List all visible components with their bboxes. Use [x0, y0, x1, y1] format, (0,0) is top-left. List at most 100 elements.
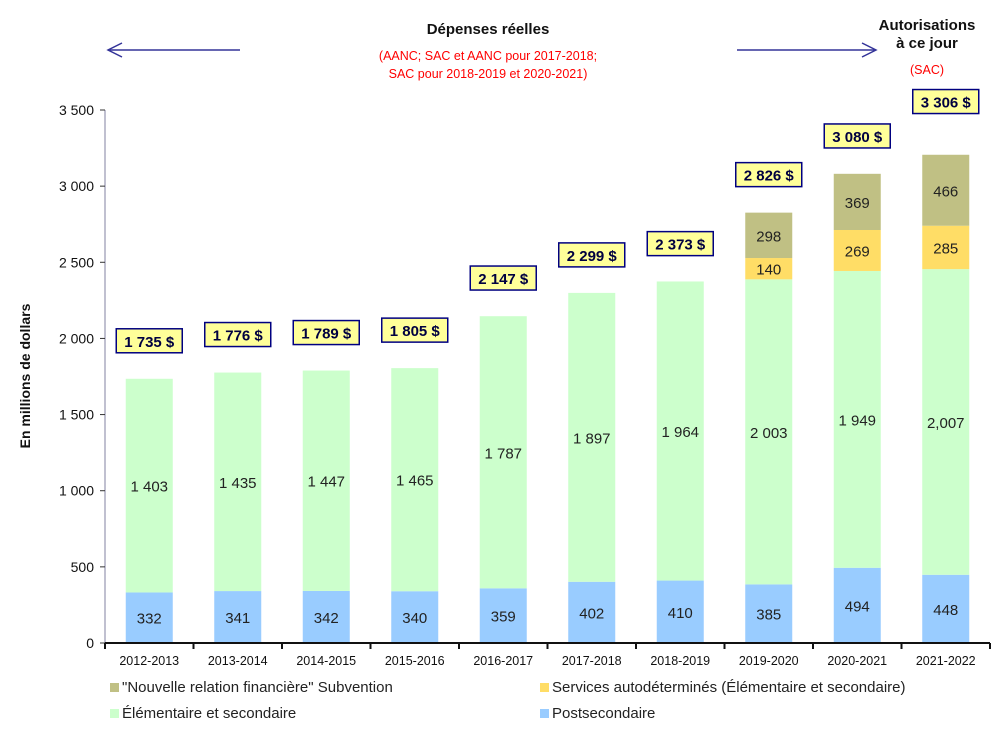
- segment-label: 369: [845, 195, 870, 212]
- y-axis: 0 500 1 000 1 500 2 000 2 500 3 000 3 500: [59, 102, 106, 651]
- segment-label: 466: [933, 183, 958, 200]
- total-label-box: [823, 123, 891, 149]
- left-arrow-icon: [106, 42, 123, 58]
- bar-segment: [833, 230, 881, 271]
- segment-label: 1 447: [307, 474, 345, 491]
- bar-segment: [479, 316, 527, 589]
- right-arrow-icon: [861, 42, 878, 58]
- auth-title-1: Autorisations: [879, 17, 976, 34]
- bar-segment: [125, 378, 173, 593]
- total-label: 2 826 $: [744, 168, 795, 185]
- auth-note: (SAC): [910, 63, 944, 77]
- bar-segment: [922, 225, 970, 270]
- legend-swatch: [540, 709, 549, 718]
- segment-label: 342: [314, 610, 339, 627]
- bar-segment: [745, 584, 793, 643]
- legend: "Nouvelle relation financière" Subventio…: [110, 679, 906, 722]
- x-tick-label: 2018-2019: [650, 654, 710, 668]
- segment-label: 269: [845, 243, 870, 260]
- total-label-box: [469, 265, 537, 291]
- y-tick-label: 500: [71, 559, 95, 575]
- segment-label: 340: [402, 610, 427, 627]
- y-tick-label: 3 500: [59, 102, 94, 118]
- x-tick-label: 2012-2013: [119, 654, 179, 668]
- x-tick-label: 2014-2015: [296, 654, 356, 668]
- actual-note-2: SAC pour 2018-2019 et 2020-2021): [389, 67, 588, 81]
- segment-label: 1 964: [661, 424, 699, 441]
- total-label-box: [115, 328, 183, 354]
- legend-swatch: [540, 683, 549, 692]
- y-axis-label: En millions de dollars: [17, 303, 33, 448]
- total-label-box: [204, 321, 272, 348]
- total-label: 3 080 $: [832, 129, 883, 146]
- segment-label: 410: [668, 605, 693, 622]
- segment-label: 1 787: [484, 445, 522, 462]
- total-label-box: [912, 88, 980, 115]
- segment-label: 1 465: [396, 473, 434, 490]
- x-tick-label: 2019-2020: [739, 654, 799, 668]
- bar-segment: [922, 154, 970, 226]
- segment-label: 1 403: [130, 479, 168, 496]
- total-label: 2 373 $: [655, 237, 706, 254]
- x-tick-label: 2015-2016: [385, 654, 445, 668]
- total-label: 3 306 $: [921, 95, 972, 112]
- bar-segment: [391, 368, 439, 592]
- segment-label: 359: [491, 609, 516, 626]
- auth-title-2: à ce jour: [896, 35, 958, 52]
- total-label-box: [558, 242, 626, 268]
- x-tick-label: 2016-2017: [473, 654, 533, 668]
- bar-segment: [568, 292, 616, 582]
- y-tick-label: 2 000: [59, 330, 94, 346]
- total-label-box: [292, 319, 360, 346]
- x-tick-label: 2013-2014: [208, 654, 268, 668]
- legend-swatch: [110, 683, 119, 692]
- total-label-box: [646, 230, 714, 257]
- bar-segment: [479, 588, 527, 643]
- segment-label: 402: [579, 605, 604, 622]
- bar-segment: [922, 574, 970, 643]
- bar-segment: [302, 370, 350, 591]
- x-axis: 2012-2013 2013-2014 2014-2015 2015-2016 2016…: [104, 642, 991, 668]
- segment-label: 1 897: [573, 430, 611, 447]
- segment-label: 298: [756, 228, 781, 245]
- segment-label: 1 949: [838, 412, 876, 429]
- bar-segment: [214, 591, 262, 643]
- total-label-box: [381, 317, 449, 343]
- segment-label: 494: [845, 598, 870, 615]
- bar-segment: [568, 581, 616, 643]
- actual-title: Dépenses réelles: [427, 21, 550, 38]
- segment-label: 2 003: [750, 425, 788, 442]
- bar-segment: [391, 591, 439, 643]
- total-label: 1 789 $: [301, 326, 352, 343]
- bar-segment: [656, 281, 704, 581]
- bar-segment: [214, 372, 262, 592]
- x-tick-label: 2020-2021: [827, 654, 887, 668]
- legend-label: Services autodéterminés (Élémentaire et …: [552, 679, 906, 696]
- y-tick-label: 2 500: [59, 254, 94, 270]
- segment-label: 285: [933, 240, 958, 257]
- total-label: 2 147 $: [478, 271, 529, 288]
- y-tick-label: 1 000: [59, 483, 94, 499]
- bar-segment: [302, 590, 350, 643]
- y-tick-label: 0: [86, 635, 94, 651]
- bars: 332 1 403 1 735 $ 341 1 435 1 776 $ 342 1 447 1 …: [115, 88, 980, 643]
- bar-segment: [833, 173, 881, 231]
- total-label: 1 735 $: [124, 334, 175, 351]
- y-tick-label: 1 500: [59, 407, 94, 423]
- x-tick-label: 2021-2022: [916, 654, 976, 668]
- total-label: 2 299 $: [567, 248, 618, 265]
- segment-label: 1 435: [219, 475, 257, 492]
- x-tick-label: 2017-2018: [562, 654, 622, 668]
- bar-segment: [745, 212, 793, 259]
- total-label: 1 805 $: [390, 323, 441, 340]
- segment-label: 385: [756, 607, 781, 624]
- legend-label: "Nouvelle relation financière" Subventio…: [122, 679, 393, 696]
- y-tick-label: 3 000: [59, 178, 94, 194]
- bar-segment: [922, 269, 970, 575]
- legend-label: Élémentaire et secondaire: [122, 705, 296, 722]
- annotations: Dépenses réelles (AANC; SAC et AANC pour…: [106, 17, 976, 81]
- segment-label: 341: [225, 610, 250, 627]
- bar-segment: [745, 258, 793, 280]
- total-label-box: [735, 161, 803, 188]
